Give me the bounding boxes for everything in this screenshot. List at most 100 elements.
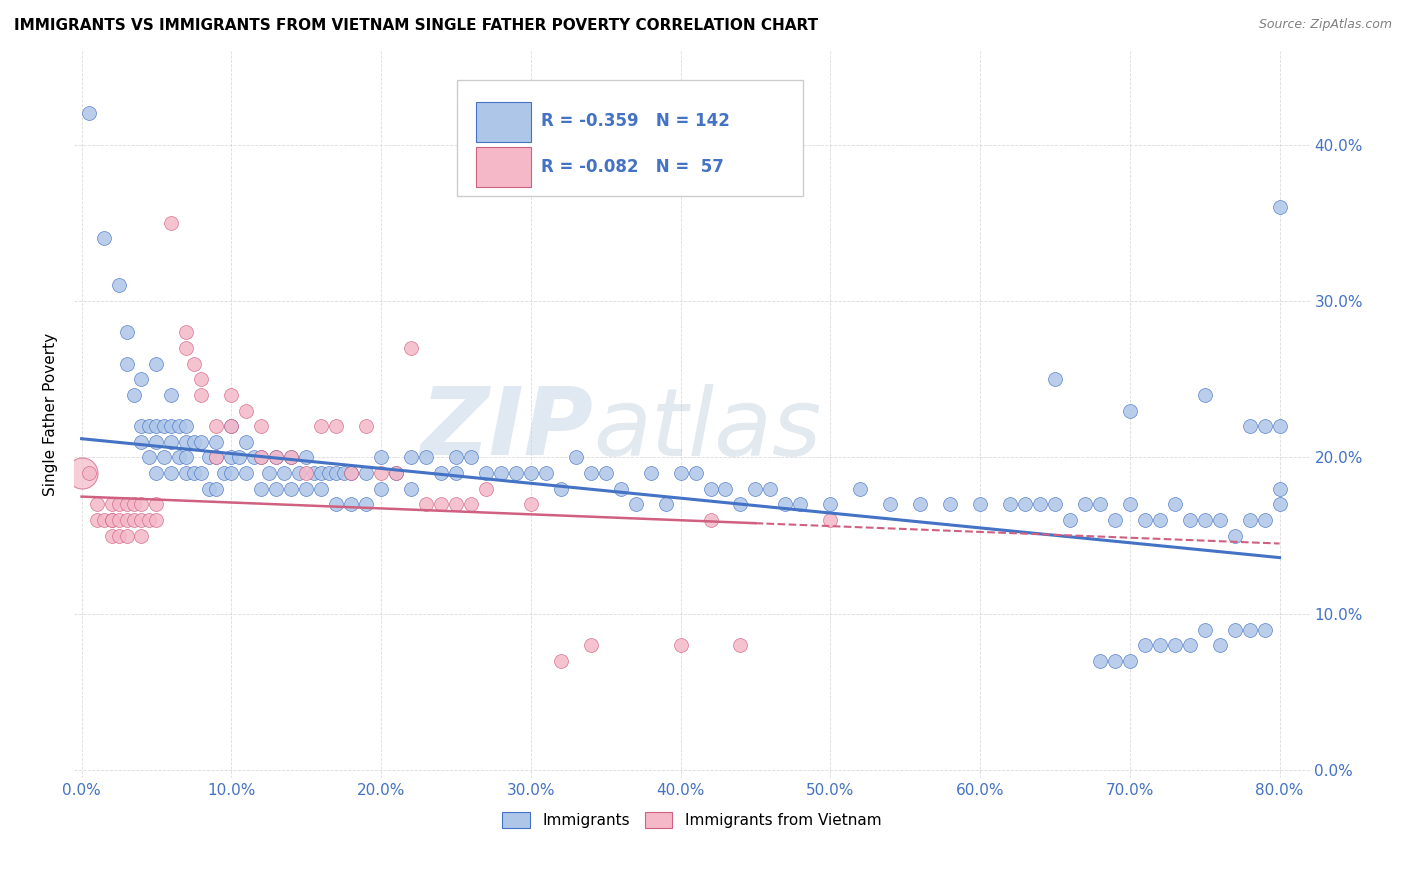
Point — [295, 482, 318, 496]
Point — [115, 529, 138, 543]
Point — [879, 497, 901, 511]
Point — [167, 419, 190, 434]
Point — [70, 466, 93, 480]
Point — [131, 497, 153, 511]
Point — [1194, 388, 1216, 402]
Point — [1088, 497, 1111, 511]
Point — [145, 357, 167, 371]
Text: Source: ZipAtlas.com: Source: ZipAtlas.com — [1258, 18, 1392, 31]
Point — [969, 497, 991, 511]
Point — [520, 466, 543, 480]
Point — [370, 450, 392, 465]
Point — [183, 466, 205, 480]
Point — [1014, 497, 1036, 511]
Point — [115, 326, 138, 340]
Point — [475, 466, 498, 480]
Point — [190, 372, 212, 386]
Point — [1059, 513, 1081, 527]
Point — [1268, 200, 1291, 214]
Point — [399, 450, 422, 465]
Point — [1239, 623, 1261, 637]
Point — [385, 466, 408, 480]
Point — [100, 497, 122, 511]
Point — [264, 482, 287, 496]
Point — [205, 434, 228, 449]
Point — [176, 466, 198, 480]
Point — [1208, 513, 1230, 527]
Point — [122, 513, 145, 527]
Point — [550, 654, 572, 668]
Point — [1133, 638, 1156, 652]
Point — [399, 482, 422, 496]
Point — [460, 450, 482, 465]
Point — [153, 450, 176, 465]
Point — [221, 388, 243, 402]
Point — [205, 450, 228, 465]
Point — [309, 482, 332, 496]
Point — [1104, 513, 1126, 527]
Point — [131, 513, 153, 527]
Point — [190, 466, 212, 480]
Point — [1268, 419, 1291, 434]
Point — [444, 497, 467, 511]
Point — [332, 466, 354, 480]
Point — [354, 419, 377, 434]
Point — [1149, 513, 1171, 527]
Point — [131, 372, 153, 386]
FancyBboxPatch shape — [475, 102, 531, 142]
Point — [221, 419, 243, 434]
Point — [640, 466, 662, 480]
Point — [759, 482, 782, 496]
Point — [176, 434, 198, 449]
Point — [475, 482, 498, 496]
Point — [775, 497, 797, 511]
Point — [654, 497, 676, 511]
Point — [820, 497, 842, 511]
Point — [160, 419, 183, 434]
Point — [1268, 482, 1291, 496]
Point — [160, 434, 183, 449]
Y-axis label: Single Father Poverty: Single Father Poverty — [44, 333, 58, 496]
Point — [1149, 638, 1171, 652]
Point — [131, 419, 153, 434]
Text: R = -0.359   N = 142: R = -0.359 N = 142 — [541, 112, 730, 130]
Point — [939, 497, 962, 511]
Point — [1104, 654, 1126, 668]
Point — [370, 466, 392, 480]
Point — [198, 450, 221, 465]
Point — [250, 450, 273, 465]
Point — [534, 466, 557, 480]
Point — [460, 497, 482, 511]
Point — [1178, 638, 1201, 652]
Point — [205, 450, 228, 465]
Point — [685, 466, 707, 480]
Point — [176, 450, 198, 465]
Point — [325, 419, 347, 434]
Point — [167, 450, 190, 465]
Point — [115, 497, 138, 511]
Point — [221, 419, 243, 434]
Point — [302, 466, 325, 480]
Point — [280, 450, 302, 465]
Point — [205, 419, 228, 434]
Point — [444, 450, 467, 465]
Point — [264, 450, 287, 465]
Point — [318, 466, 340, 480]
Point — [160, 216, 183, 230]
Point — [295, 450, 318, 465]
Point — [579, 638, 602, 652]
Point — [399, 341, 422, 355]
Point — [228, 450, 250, 465]
Point — [250, 482, 273, 496]
Point — [115, 513, 138, 527]
Point — [176, 341, 198, 355]
Point — [153, 419, 176, 434]
Point — [370, 482, 392, 496]
Point — [849, 482, 872, 496]
Point — [1164, 497, 1187, 511]
Point — [250, 419, 273, 434]
Point — [183, 357, 205, 371]
Point — [250, 450, 273, 465]
Point — [1043, 497, 1066, 511]
FancyBboxPatch shape — [475, 147, 531, 187]
